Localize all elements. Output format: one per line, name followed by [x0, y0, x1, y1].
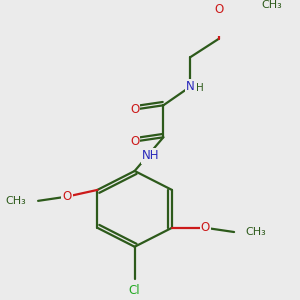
- Text: CH₃: CH₃: [6, 196, 27, 206]
- Text: H: H: [196, 83, 204, 94]
- Text: O: O: [130, 135, 139, 148]
- Text: Cl: Cl: [129, 284, 140, 297]
- Text: O: O: [214, 3, 224, 16]
- Text: O: O: [201, 221, 210, 234]
- Text: CH₃: CH₃: [246, 227, 266, 237]
- Text: O: O: [130, 103, 139, 116]
- Text: CH₃: CH₃: [261, 0, 282, 10]
- Text: NH: NH: [142, 149, 160, 162]
- Text: N: N: [186, 80, 194, 93]
- Text: O: O: [62, 190, 71, 203]
